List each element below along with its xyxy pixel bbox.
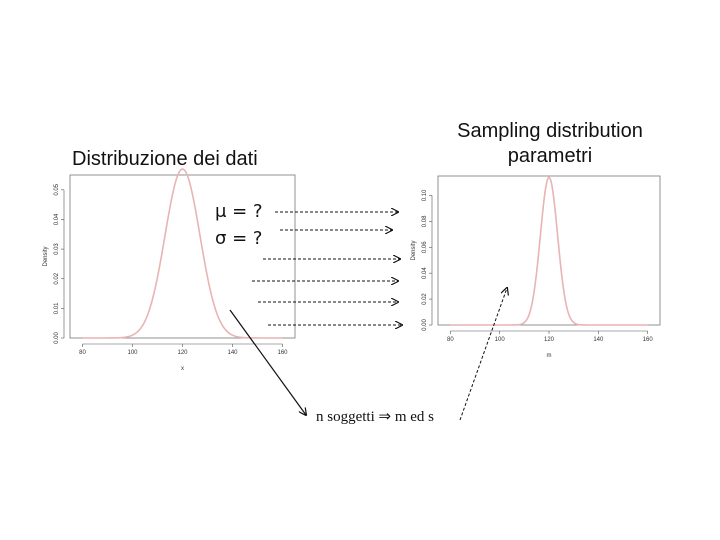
sampling-plot-x-tick-label: 120: [544, 337, 555, 343]
sample-arrow: [229, 309, 306, 415]
mu-label: μ = ?: [215, 201, 263, 222]
data-plot-x-tick-label: 100: [127, 350, 138, 356]
sampling-plot-y-axis-label: Density: [411, 240, 417, 260]
data-plot-frame: [69, 174, 296, 339]
sample-caption: n soggetti ⇒ m ed s: [316, 409, 434, 425]
sampling-plot-y-tick-label: 0.06: [422, 241, 428, 253]
data-plot-x-tick-label: 120: [177, 350, 188, 356]
data-plot-y-tick-label: 0.01: [54, 302, 60, 314]
data-plot-x-tick-label: 80: [79, 350, 86, 356]
data-distribution-plot: 80 100 120 140 160 x 0.00 0.01 0.02 0.03 0.04 0.05 D…: [43, 168, 296, 372]
sampling-distribution-plot: 80 100 120 140 160 m 0.00 0.02 0.04 0.06 0.08 0.10 D…: [411, 175, 661, 359]
sampling-distribution-title: Sampling distribution parametri: [430, 119, 670, 169]
data-plot-y-axis-label: Density: [43, 246, 49, 266]
data-plot-y-tick-label: 0.02: [54, 272, 60, 284]
sampling-plot-x-tick-label: 140: [593, 337, 604, 343]
sampling-plot-x-tick-label: 160: [643, 337, 654, 343]
data-plot-y-tick-label: 0.04: [54, 213, 60, 225]
sampling-plot-x-axis-label: m: [547, 353, 552, 359]
data-plot-x-tick-label: 160: [277, 350, 288, 356]
sampling-plot-y-tick-label: 0.08: [422, 215, 428, 227]
data-plot-x-tick-label: 140: [227, 350, 238, 356]
data-distribution-title: Distribuzione dei dati: [72, 148, 258, 170]
sigma-label: σ = ?: [215, 228, 263, 249]
data-plot-y-tick-label: 0.03: [54, 243, 60, 255]
data-plot-density-curve: [82, 168, 283, 339]
sampling-plot-density-curve: [450, 176, 648, 326]
data-plot-y-tick-label: 0.05: [54, 183, 60, 195]
estimate-arrow: [459, 288, 507, 421]
sampling-plot-y-tick-label: 0.10: [422, 189, 428, 201]
sampling-plot-x-tick-label: 80: [447, 337, 454, 343]
sampling-plot-y-tick-label: 0.02: [422, 293, 428, 305]
data-plot-y-tick-label: 0.00: [54, 332, 60, 344]
sampling-plot-x-tick-label: 100: [495, 337, 506, 343]
sampling-plot-y-tick-label: 0.00: [422, 319, 428, 331]
sampling-plot-frame: [437, 175, 661, 326]
sampling-distribution-title-line2: parametri: [507, 145, 593, 167]
sampling-distribution-title-line1: Sampling distribution: [457, 120, 643, 142]
sampling-plot-y-tick-label: 0.04: [422, 267, 428, 279]
data-plot-x-axis-label: x: [181, 366, 184, 372]
